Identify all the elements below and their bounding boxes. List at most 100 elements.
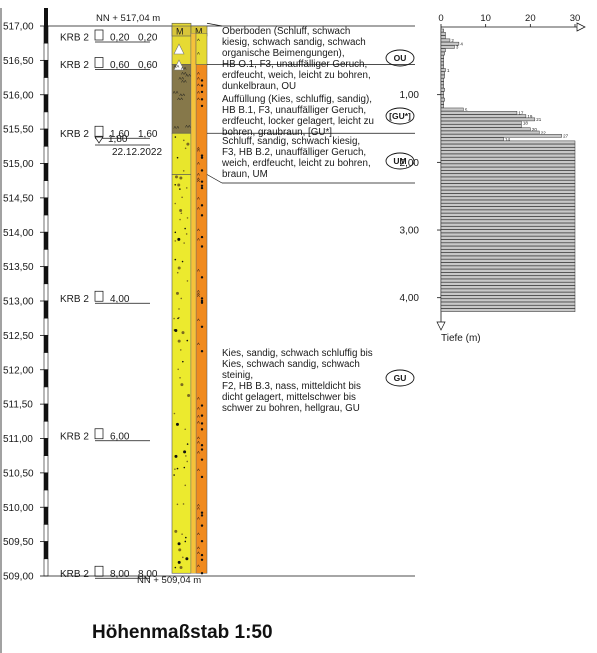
strip-symbol: ^ bbox=[197, 442, 200, 448]
gravel-dot bbox=[174, 231, 177, 234]
sample-from: 8,00 bbox=[110, 569, 130, 580]
gravel-dot bbox=[174, 183, 177, 186]
chart-bar bbox=[440, 28, 444, 33]
scale-bar-segment bbox=[43, 421, 49, 439]
chart-bar bbox=[440, 255, 576, 260]
strip-symbol: ^ bbox=[197, 518, 200, 524]
chart-y-tick-label: 3,00 bbox=[400, 226, 420, 237]
elevation-tick-label: 513,00 bbox=[3, 297, 34, 308]
chart-bar bbox=[440, 183, 576, 187]
chart-bar bbox=[440, 292, 576, 296]
sample-box bbox=[94, 428, 104, 440]
gravel-dot bbox=[176, 503, 179, 506]
scale-bar-segment bbox=[43, 438, 49, 456]
gravel-dot bbox=[173, 474, 175, 476]
gravel-dot bbox=[177, 542, 181, 546]
strip-symbol: ^ bbox=[197, 547, 200, 553]
strip-symbol: ^ bbox=[197, 98, 200, 104]
chart-bar bbox=[440, 166, 576, 171]
sample-name: KRB 2 bbox=[60, 431, 89, 442]
sample-from: 1,60 bbox=[110, 129, 130, 140]
chart-bar bbox=[440, 216, 576, 220]
elevation-tick-label: 509,50 bbox=[3, 537, 34, 548]
organic-symbol bbox=[173, 43, 185, 55]
gravel-dot bbox=[174, 202, 177, 205]
chart-bar-label: 18 bbox=[523, 120, 529, 125]
chart-bar bbox=[440, 71, 445, 76]
sample-box bbox=[94, 57, 104, 68]
layer-description-line: Oberboden (Schluff, schwach bbox=[222, 26, 350, 37]
sample-to: 8,00 bbox=[138, 569, 158, 580]
gravel-dot bbox=[186, 460, 189, 463]
chart-y-tick-label: 4,00 bbox=[400, 293, 420, 304]
moisture-strip-top bbox=[195, 33, 208, 65]
column-head-symbol: M bbox=[176, 27, 184, 37]
scale-bar-segment bbox=[43, 317, 49, 336]
chart-bar bbox=[440, 265, 576, 270]
chart-bar bbox=[440, 288, 576, 293]
gravel-dot bbox=[185, 557, 189, 561]
chart-bar bbox=[440, 101, 444, 105]
gravel-dot bbox=[180, 212, 183, 215]
chart-bar bbox=[440, 249, 576, 253]
gravel-dot bbox=[185, 187, 188, 189]
layer-description-line: F3, HB B.2, unauffälliger Geruch, bbox=[222, 147, 366, 158]
chart-bar bbox=[440, 170, 576, 174]
strip-symbol: ^ bbox=[197, 39, 200, 45]
chart-bar bbox=[440, 124, 522, 128]
gravel-dot bbox=[184, 540, 187, 543]
strip-symbol: ^ bbox=[197, 408, 200, 414]
gravel-dot bbox=[174, 258, 177, 261]
elevation-tick-label: 517,00 bbox=[3, 22, 34, 33]
gravel-dot bbox=[176, 467, 179, 470]
scale-bar-segment bbox=[43, 455, 49, 474]
elevation-tick-label: 514,00 bbox=[3, 228, 34, 239]
chart-bar-label: 17 bbox=[518, 111, 524, 116]
strip-dot bbox=[200, 414, 204, 417]
sample-from: 0,20 bbox=[110, 33, 130, 44]
chart-bar bbox=[440, 272, 576, 276]
gravel-dot bbox=[185, 455, 187, 457]
gravel-dot bbox=[183, 466, 186, 469]
chart-bar bbox=[440, 232, 576, 237]
gravel-dot bbox=[182, 170, 185, 172]
gravel-dot bbox=[175, 291, 179, 295]
chart-bar bbox=[440, 147, 576, 151]
fill-symbol: ^^ bbox=[178, 78, 184, 84]
gravel-dot bbox=[179, 377, 181, 379]
strip-symbol: ^ bbox=[197, 229, 200, 235]
sample-box bbox=[94, 29, 104, 41]
strip-symbol: ^ bbox=[197, 295, 200, 301]
chart-y-tick-label: 2,00 bbox=[400, 158, 420, 169]
chart-bar bbox=[440, 209, 576, 214]
strip-symbol: ^ bbox=[197, 290, 200, 296]
chart-bar bbox=[440, 120, 522, 125]
gravel-dot bbox=[181, 260, 184, 263]
scale-bar-segment bbox=[43, 214, 49, 233]
gravel-dot bbox=[181, 533, 183, 535]
strip-dot bbox=[200, 514, 204, 517]
chart-bar bbox=[440, 206, 576, 210]
chart-bar-label: 5 bbox=[465, 107, 468, 112]
sample-name: KRB 2 bbox=[60, 60, 89, 71]
gravel-dot bbox=[174, 136, 177, 138]
elevation-tick-label: 515,50 bbox=[3, 125, 34, 136]
chart-bar bbox=[440, 298, 576, 303]
layer-leader-line bbox=[206, 174, 223, 184]
strip-symbol: ^ bbox=[197, 505, 200, 511]
scale-bar-segment bbox=[43, 403, 49, 422]
chart-bar bbox=[440, 134, 562, 138]
chart-bar bbox=[440, 252, 576, 257]
chart-bar bbox=[440, 68, 446, 72]
consistency-strip bbox=[190, 33, 197, 574]
strip-dot bbox=[200, 558, 204, 561]
chart-bar bbox=[440, 189, 576, 194]
scale-bar-segment bbox=[44, 8, 48, 26]
elevation-tick-label: 513,50 bbox=[3, 262, 34, 273]
soil-layer bbox=[171, 174, 192, 574]
strip-dot bbox=[200, 422, 204, 425]
layer-description-line: organische Beimengungen), bbox=[222, 48, 345, 59]
chart-bar-label: 4 bbox=[460, 41, 463, 46]
scale-bar-segment bbox=[43, 146, 49, 164]
chart-bar bbox=[440, 51, 445, 56]
